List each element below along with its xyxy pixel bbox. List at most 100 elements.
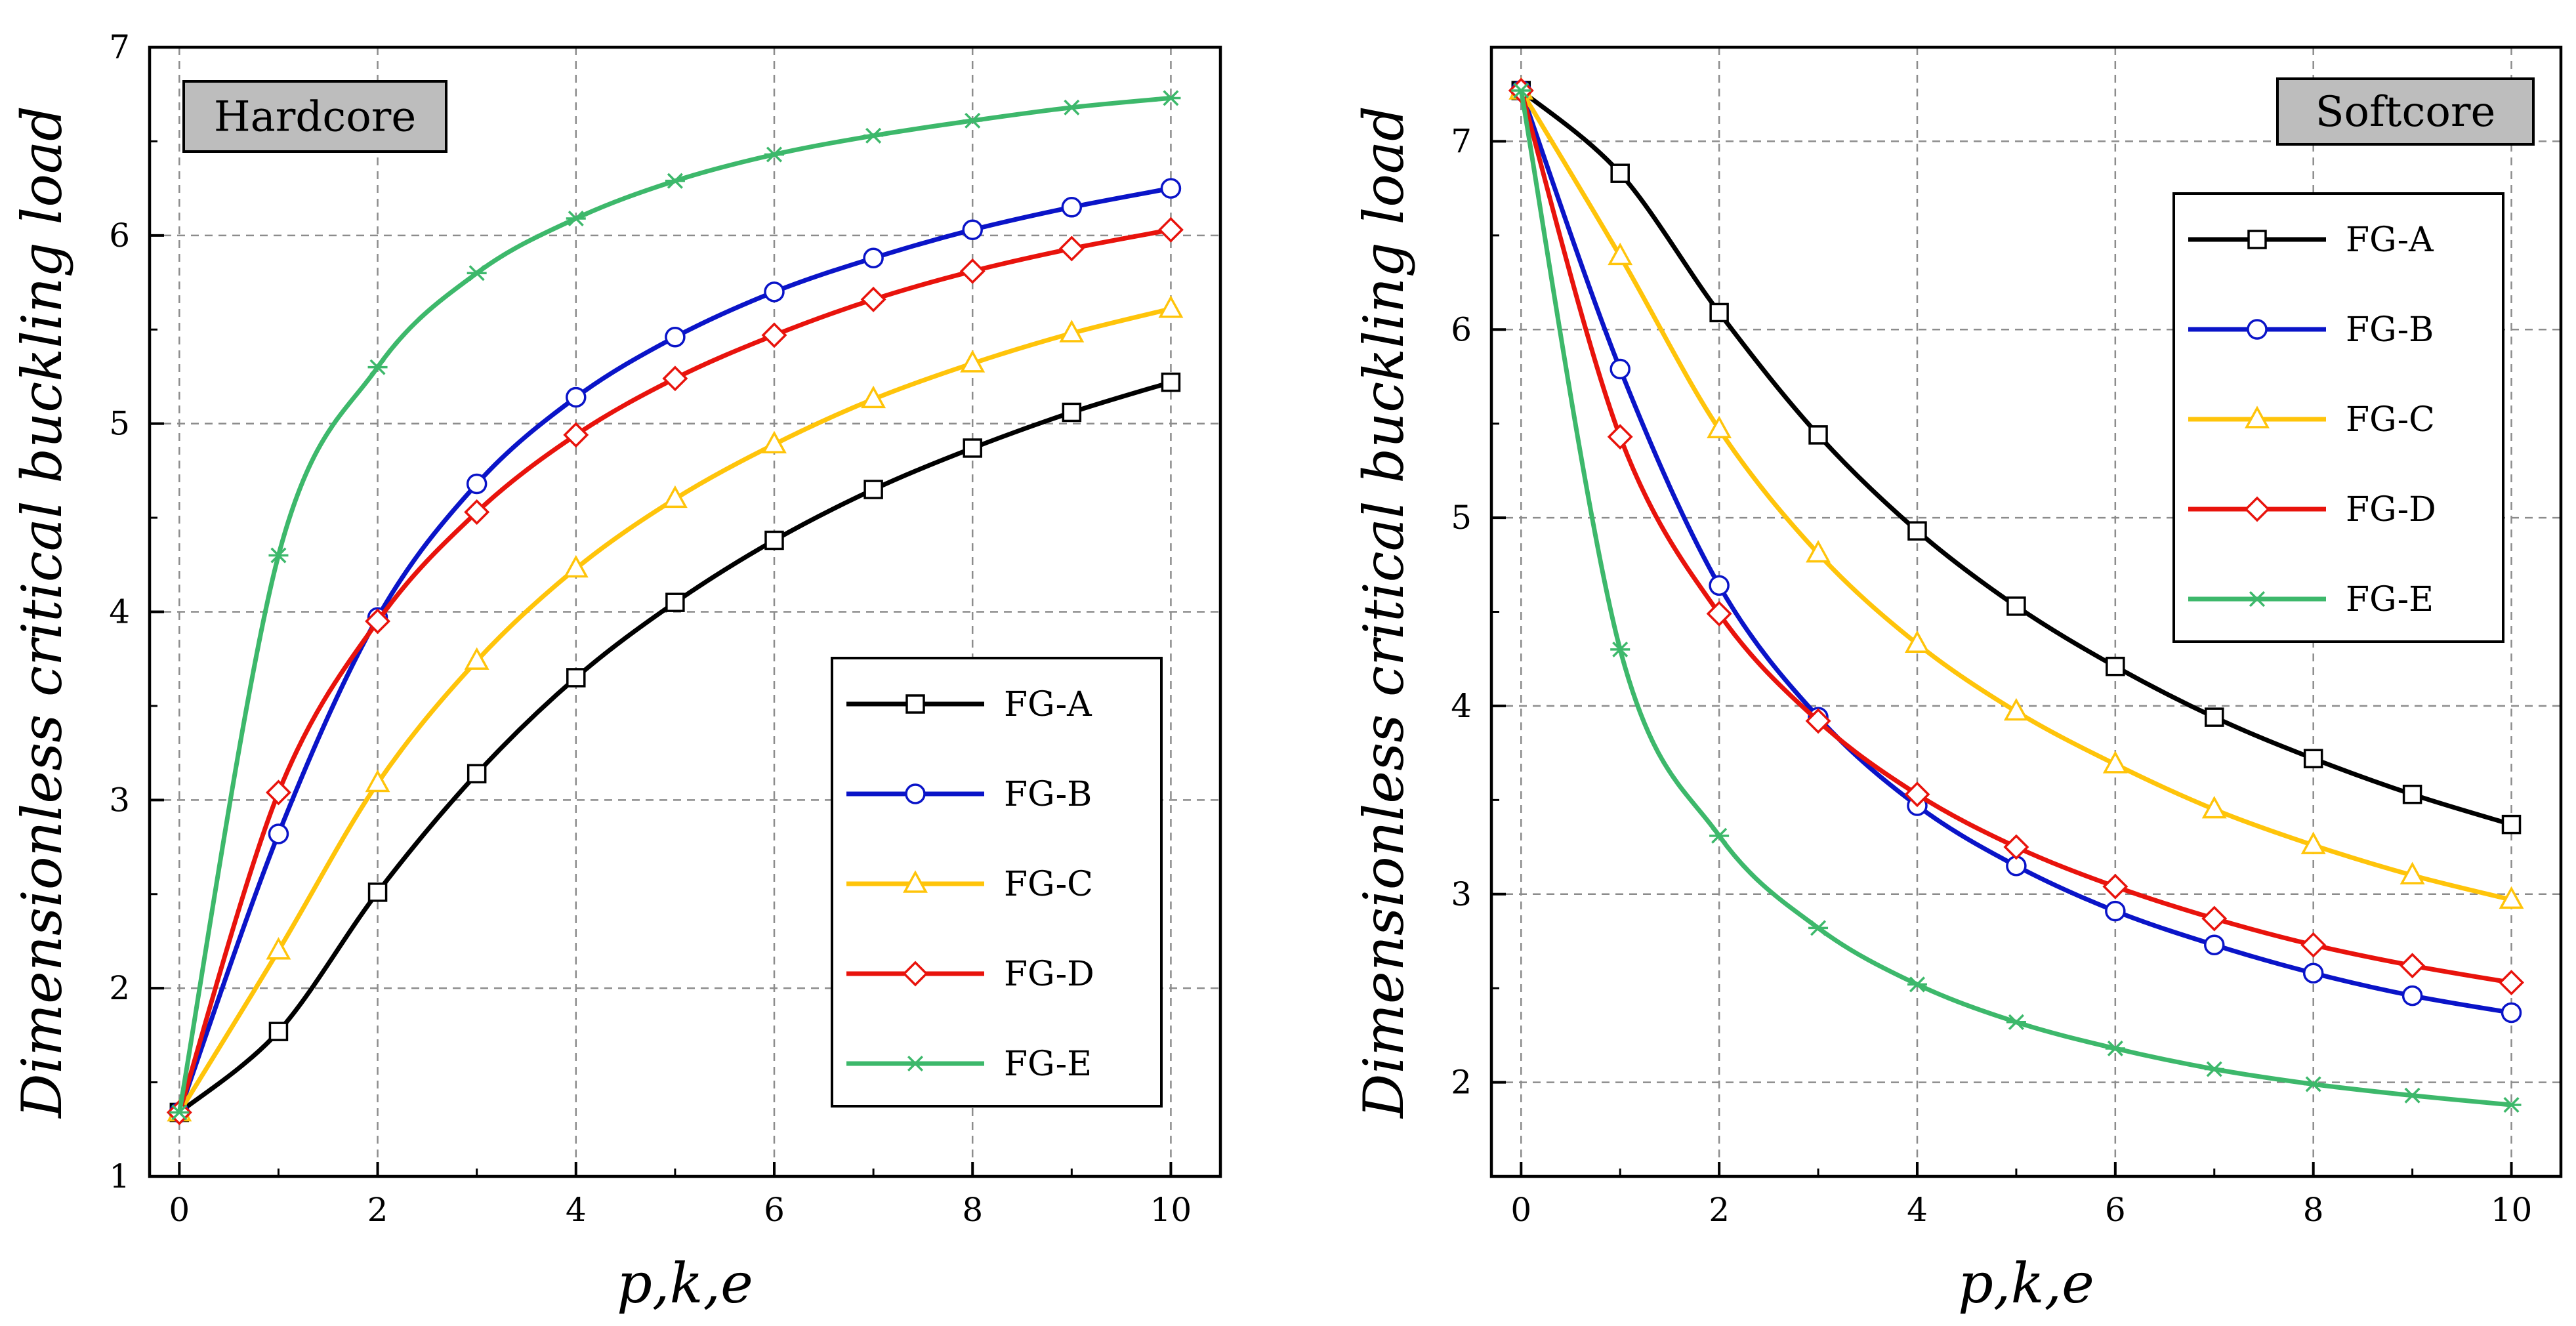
chart-1-legend-entry: FG-E: [2188, 580, 2434, 619]
chart-0-data-point: [466, 473, 488, 495]
chart-0-legend-entry: FG-D: [846, 955, 1094, 994]
chart-1-series-fg-c: [1508, 77, 2524, 909]
chart-1-core-badge: Softcore: [2276, 77, 2535, 146]
chart-0-legend-entry: FG-C: [846, 865, 1093, 904]
chart-0-data-point: [464, 499, 490, 525]
chart-1-series-fg-d: [1508, 77, 2525, 996]
chart-0-y-tick-label: 5: [109, 405, 130, 443]
chart-1-data-point: [1907, 521, 1927, 541]
chart-1-badge-box: [2276, 77, 2535, 146]
chart-0-legend-marker: [902, 961, 928, 987]
chart-0-data-point: [761, 322, 787, 348]
chart-1-x-axis-title: p,k,e: [1958, 1251, 2094, 1316]
chart-1-data-point: [2501, 814, 2522, 835]
chart-1-data-point: [1707, 415, 1732, 439]
chart-0-data-point: [365, 769, 390, 793]
chart-0-x-tick-label: 10: [1150, 1191, 1192, 1229]
chart-0-data-point: [1059, 320, 1085, 342]
chart-1-legend-label: FG-D: [2346, 490, 2436, 529]
chart-0-badge-label: Hardcore: [214, 93, 416, 142]
chart-0-data-point: [566, 210, 586, 227]
chart-0-x-tick-label: 0: [169, 1191, 190, 1229]
chart-1-legend-marker: [2244, 496, 2270, 522]
chart-0-data-point: [1058, 236, 1085, 262]
chart-1-data-point: [2006, 596, 2026, 616]
chart-1-series-fg-a: [1511, 81, 2522, 835]
chart-0-data-point: [566, 668, 586, 688]
chart-1-data-point: [1511, 82, 1531, 99]
chart-0-legend-marker: [905, 694, 925, 714]
chart-1-x-tick-label: 8: [2303, 1191, 2324, 1229]
chart-0-y-tick-label: 1: [109, 1157, 130, 1195]
chart-0-data-point: [963, 112, 983, 129]
chart-0-series-fg-d: [166, 217, 1184, 1125]
chart-1-data-point: [1808, 425, 1828, 445]
chart-1-data-point: [2106, 656, 2125, 676]
chart-0-legend-entry: FG-E: [846, 1045, 1092, 1084]
chart-0-data-point: [1062, 99, 1082, 115]
chart-0-y-axis-title: Dimensionless critical buckling load: [10, 106, 74, 1119]
chart-0-data-point: [566, 386, 587, 408]
chart-0-x-tick-label: 2: [367, 1191, 388, 1229]
chart-0-legend-label: FG-A: [1004, 685, 1092, 724]
chart-1-x-tick-label: 0: [1510, 1191, 1531, 1229]
chart-1-data-point: [2201, 905, 2228, 932]
chart-1-legend-marker: [2247, 319, 2268, 340]
chart-1-y-axis-title: Dimensionless critical buckling load: [1352, 106, 1416, 1119]
chart-1-x-tick-label: 6: [2105, 1191, 2126, 1229]
chart-1-data-point: [1907, 976, 1927, 993]
chart-0-data-point: [963, 438, 982, 458]
chart-0-y-tick-label: 6: [109, 217, 130, 255]
chart-1-data-point: [2204, 934, 2225, 955]
chart-1-x-tick-label: 10: [2491, 1191, 2533, 1229]
chart-1-x-tick-label: 4: [1907, 1191, 1928, 1229]
chart-1-data-point: [1808, 920, 1829, 936]
chart-0-data-point: [1157, 217, 1184, 243]
chart-0-legend-label: FG-D: [1004, 955, 1094, 994]
chart-1-data-point: [2003, 834, 2029, 860]
chart-1-legend-marker: [2245, 405, 2270, 428]
chart-1-y-tick-label: 2: [1451, 1064, 1472, 1102]
chart-1-data-point: [2300, 831, 2326, 854]
chart-0-core-badge: Hardcore: [182, 80, 447, 153]
chart-0-data-point: [960, 350, 986, 373]
chart-1-legend-entry: FG-A: [2188, 220, 2434, 260]
chart-0-y-tick-label: 7: [109, 28, 130, 66]
chart-0-series-line: [177, 306, 1172, 1114]
chart-0-series-line: [178, 380, 1172, 1115]
chart-0-data-point: [861, 385, 886, 409]
chart-1-data-point: [2499, 970, 2525, 996]
chart-0-data-point: [764, 146, 784, 163]
chart-1-data-point: [2201, 796, 2227, 819]
chart-0-data-point: [365, 608, 391, 634]
chart-0-data-point: [962, 219, 983, 240]
chart-1-data-point: [1709, 827, 1730, 844]
chart-1-y-tick-label: 6: [1451, 310, 1472, 348]
chart-0-data-point: [266, 937, 291, 960]
chart-1-data-point: [2302, 963, 2324, 984]
chart-1-data-point: [1610, 641, 1631, 657]
chart-1-data-point: [2102, 873, 2129, 900]
chart-1-data-point: [2003, 697, 2029, 721]
chart-1-legend-label: FG-A: [2346, 220, 2434, 260]
chart-1-data-point: [1905, 630, 1930, 653]
chart-0-legend-label: FG-B: [1004, 775, 1092, 814]
chart-0-legend-marker: [905, 783, 926, 804]
chart-1-data-point: [2501, 1096, 2522, 1113]
chart-1-y-tick-label: 7: [1451, 122, 1472, 160]
chart-1-data-point: [2303, 749, 2323, 768]
chart-1-data-point: [2205, 707, 2224, 727]
chart-0-legend-marker: [903, 870, 928, 893]
chart-1-data-point: [2499, 886, 2524, 909]
chart-0-data-point: [1160, 178, 1182, 199]
chart-0-data-point: [268, 1022, 289, 1041]
chart-1-data-point: [1608, 242, 1633, 266]
chart-0-data-point: [662, 485, 688, 508]
chart-0-legend-marker: [905, 1055, 925, 1072]
chart-0-data-point: [1158, 295, 1184, 318]
chart-0-data-point: [665, 326, 686, 348]
chart-0-data-point: [467, 764, 487, 783]
chart-0-legend: FG-A FG-B FG-C FG-D FG-E: [831, 657, 1163, 1108]
chart-0-data-point: [863, 247, 884, 269]
